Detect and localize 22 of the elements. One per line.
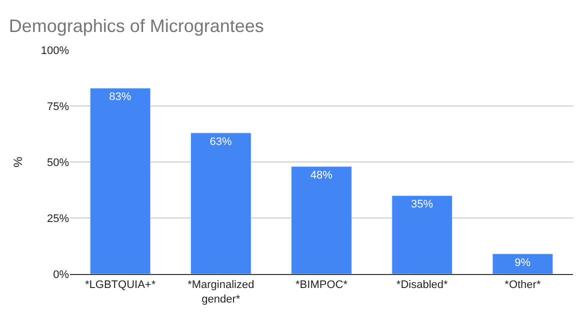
data-label: 9% xyxy=(514,256,531,269)
x-tick-label: *LGBTQUIA+* xyxy=(84,279,156,292)
data-label: 83% xyxy=(109,91,132,104)
bar xyxy=(90,88,151,274)
x-tick-label: *Disabled* xyxy=(396,279,448,292)
y-axis-title: % xyxy=(11,156,26,168)
y-tick-label: 25% xyxy=(46,212,70,225)
x-tick-label: *BIMPOC* xyxy=(296,279,348,292)
bar xyxy=(492,254,554,274)
y-tick-label: 0% xyxy=(53,268,70,281)
x-tick-label: *Other* xyxy=(504,279,542,292)
data-label: 63% xyxy=(210,136,232,148)
y-tick-label: 100% xyxy=(40,44,70,57)
bar xyxy=(291,166,352,274)
category-label: *Marginalized gender* xyxy=(188,279,254,306)
chart-title: Demographics of Micrograntees xyxy=(8,16,264,36)
data-label: 48% xyxy=(310,169,333,182)
y-tick-label: 50% xyxy=(46,156,70,169)
data-label: 35% xyxy=(410,198,434,211)
y-tick-label: 75% xyxy=(46,100,70,113)
bar xyxy=(392,195,453,274)
bar xyxy=(190,132,252,274)
